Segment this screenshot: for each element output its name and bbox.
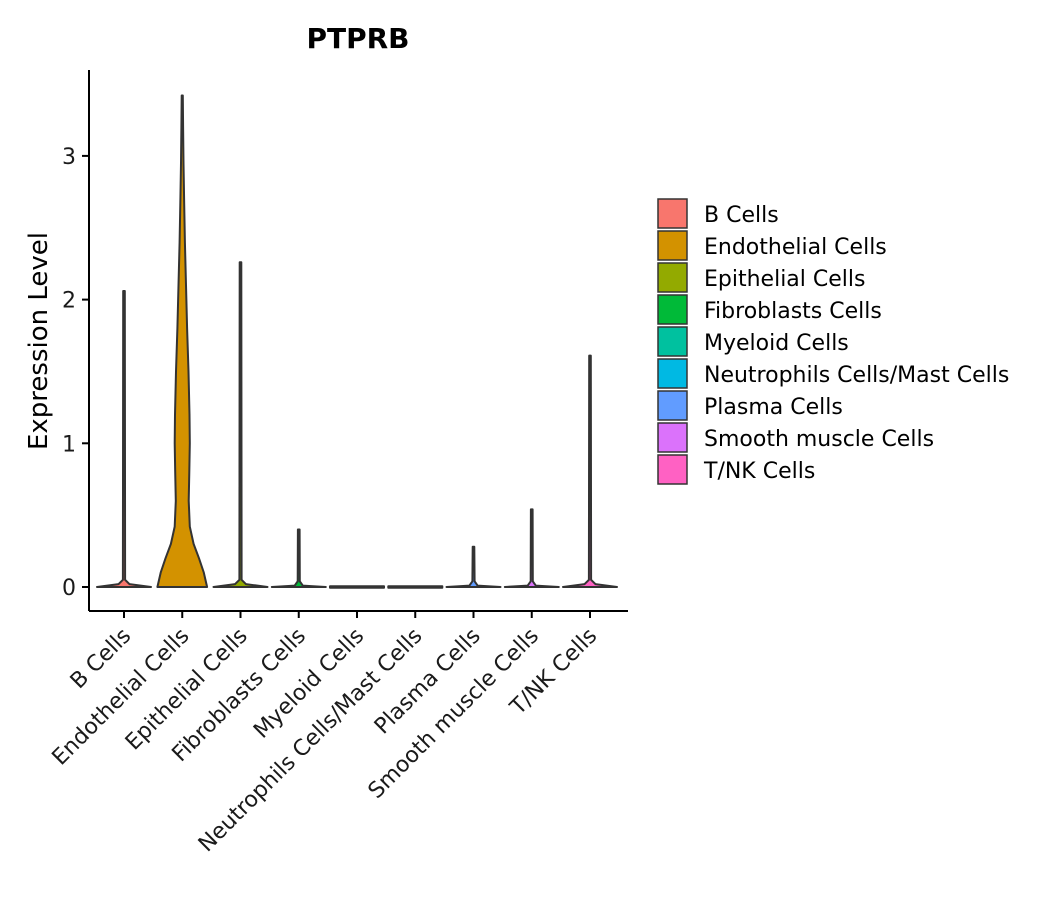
legend-label: Neutrophils Cells/Mast Cells [704,363,1009,388]
legend-swatch [657,422,688,453]
legend-label: T/NK Cells [703,459,815,484]
y-axis-label: Expression Level [24,232,54,450]
legend-swatch [657,454,688,485]
violin-b-cells [96,290,152,588]
legend-label: Myeloid Cells [704,331,849,356]
violin-myeloid-cells [329,585,385,589]
violin-plasma-cells [445,545,502,588]
violin-endothelial-cells [156,94,209,588]
violin-neutrophils-cells-mast-cells [387,585,444,589]
legend-swatch [657,326,688,357]
violin-smooth-muscle-cells [503,508,560,588]
legend-label: Smooth muscle Cells [704,427,934,452]
legend-label: Epithelial Cells [704,267,865,292]
violin-t-nk-cells [562,354,618,588]
y-tick-label: 3 [62,145,76,170]
legend-swatch [657,294,688,325]
violin-fibroblasts-cells [270,528,327,588]
legend-swatch [657,262,688,293]
legend: B Cells Endothelial Cells Epithelial Cells… [657,198,1009,485]
y-tick-label: 0 [62,576,76,601]
legend-swatch [657,390,688,421]
legend-label: Plasma Cells [704,395,843,420]
legend-swatch [657,358,688,389]
y-tick-label: 1 [62,432,76,457]
legend-label: Endothelial Cells [704,235,887,260]
legend-swatch [657,230,688,261]
chart-title: PTPRB [306,22,409,55]
violin-epithelial-cells [212,261,269,588]
legend-label: Fibroblasts Cells [704,299,882,324]
legend-label: B Cells [704,203,779,228]
legend-swatch [657,198,688,229]
y-tick-label: 2 [62,289,76,314]
